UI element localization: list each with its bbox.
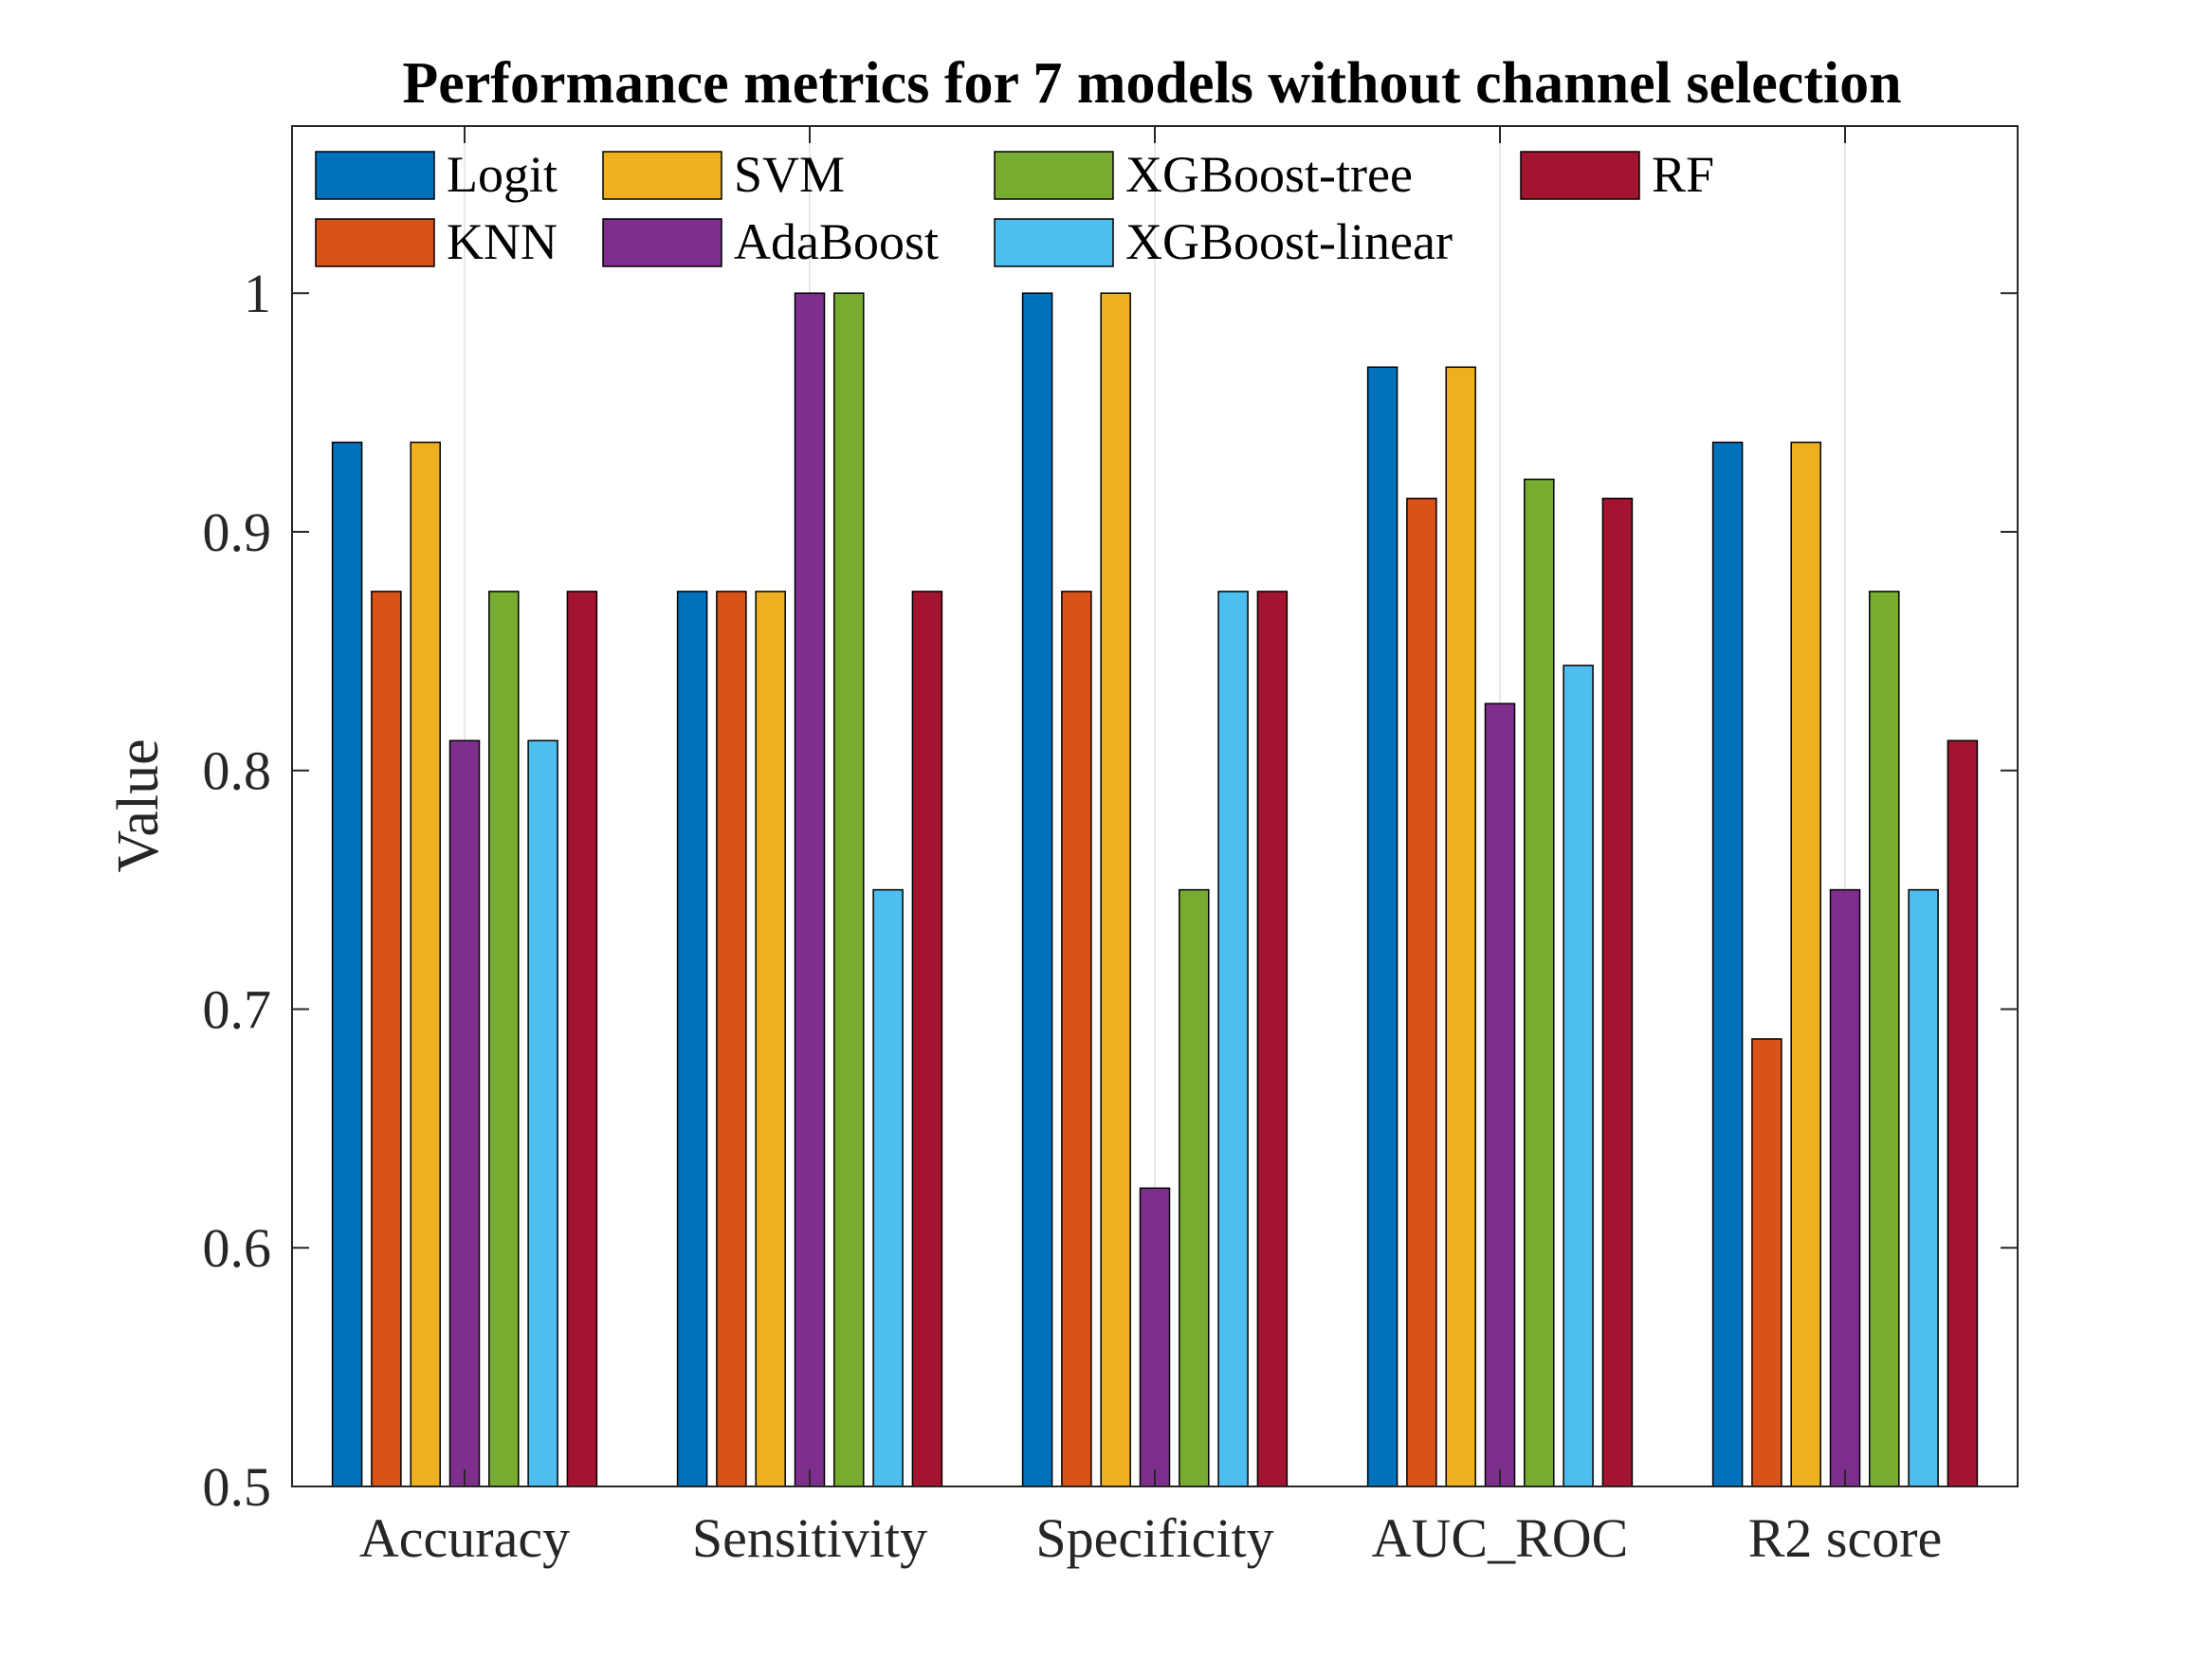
legend-label: AdaBoost (734, 213, 939, 270)
y-tick-label: 0.8 (203, 740, 272, 802)
legend-swatch (994, 218, 1114, 267)
legend-label: XGBoost-linear (1125, 213, 1453, 270)
y-tick-label: 0.6 (203, 1217, 272, 1279)
x-tick-label: R2 score (1748, 1507, 1943, 1569)
bar (1179, 888, 1210, 1487)
bar (1790, 441, 1821, 1487)
bar (833, 292, 865, 1487)
legend-label: XGBoost-tree (1125, 146, 1413, 203)
legend-label: RF (1652, 146, 1714, 203)
bar (676, 591, 708, 1487)
y-tick-label: 0.7 (203, 978, 272, 1040)
bar (331, 441, 363, 1487)
x-tick-label: Sensitivity (692, 1507, 927, 1569)
bar (1445, 366, 1476, 1487)
legend-swatch (315, 151, 435, 200)
bar (1601, 497, 1634, 1487)
bar (1908, 888, 1939, 1487)
y-axis: 0.5 0.6 0.7 0.8 0.9 1 (203, 263, 2018, 1518)
bar (1217, 591, 1249, 1487)
bar (755, 591, 786, 1487)
bar (488, 591, 520, 1487)
x-tick-label: Accuracy (359, 1507, 570, 1569)
bar (1366, 366, 1398, 1487)
bar (1947, 739, 1979, 1487)
legend-label: KNN (447, 213, 558, 270)
bars (331, 292, 1979, 1487)
bar (566, 591, 598, 1487)
bar (1524, 478, 1555, 1487)
y-axis-label: Value (106, 738, 171, 872)
bar (371, 591, 402, 1487)
x-axis: Accuracy Sensitivity Specificity AUC_ROC R2 … (359, 126, 1942, 1569)
bar (716, 591, 747, 1487)
bar (1484, 702, 1516, 1487)
y-tick-label: 0.5 (203, 1456, 272, 1518)
bar (1406, 497, 1437, 1487)
bar (1829, 888, 1861, 1487)
bar (794, 292, 826, 1487)
legend-swatch (315, 218, 435, 267)
x-tick-label: Specificity (1035, 1507, 1273, 1569)
legend-label: SVM (734, 146, 845, 203)
bar (527, 739, 558, 1487)
bar (1100, 292, 1131, 1487)
chart-title: Performance metrics for 7 models without… (402, 51, 1901, 116)
bar (1256, 591, 1289, 1487)
bar (448, 739, 481, 1487)
legend-swatch (602, 151, 722, 200)
bar (1869, 591, 1900, 1487)
bar (1139, 1187, 1171, 1487)
bar (1021, 292, 1053, 1487)
bar (872, 888, 904, 1487)
legend-swatch (994, 151, 1114, 200)
bar (1061, 591, 1092, 1487)
bar (1563, 665, 1594, 1487)
y-tick-label: 0.9 (203, 501, 272, 563)
y-tick-label: 1 (244, 263, 271, 324)
bar (911, 591, 943, 1487)
legend: Logit KNN SVM AdaBoost XGBoost-tree XGBoost-l… (315, 146, 1714, 270)
bar (1751, 1038, 1782, 1487)
bar (410, 441, 441, 1487)
legend-swatch (1520, 151, 1640, 200)
legend-swatch (602, 218, 722, 267)
bar (1711, 441, 1744, 1487)
x-tick-label: AUC_ROC (1372, 1507, 1629, 1569)
legend-label: Logit (447, 146, 558, 203)
